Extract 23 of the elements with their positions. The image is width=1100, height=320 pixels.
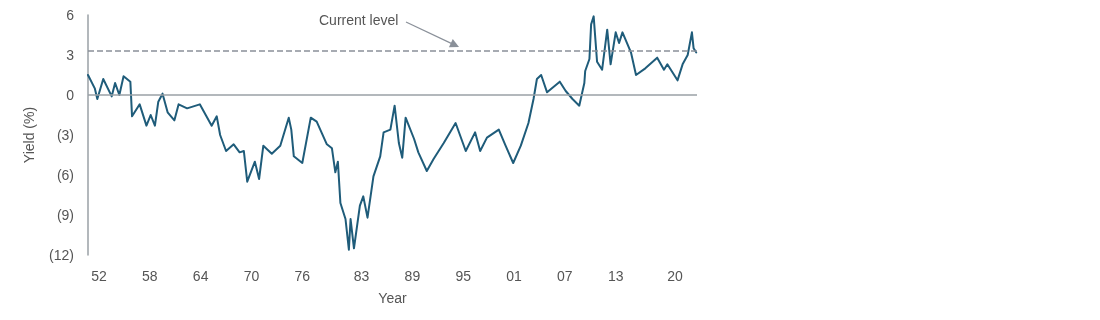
x-tick-label: 64	[192, 268, 209, 284]
annotation: Current level	[319, 12, 399, 28]
x-tick-label: 95	[455, 268, 472, 284]
y-tick-label: (12)	[49, 247, 74, 263]
x-tick-label: 70	[243, 268, 260, 284]
x-tick-label: 01	[506, 268, 523, 284]
x-tick-label: 20	[667, 268, 683, 284]
x-axis-title: Year	[378, 290, 407, 306]
y-tick-label: 0	[66, 87, 75, 103]
y-tick-label: (3)	[56, 127, 74, 143]
x-tick-label: 07	[557, 268, 573, 284]
y-axis-title: Yield (%)	[21, 106, 37, 164]
x-tick-label: 13	[607, 268, 624, 284]
x-tick-label: 58	[142, 268, 158, 284]
x-tick-label: 52	[91, 268, 108, 284]
y-tick-label: (6)	[56, 167, 74, 183]
x-tick-label: 83	[353, 268, 370, 284]
x-tick-label: 89	[404, 268, 421, 284]
x-tick-label: 76	[294, 268, 311, 284]
y-tick-label: (9)	[56, 207, 74, 223]
line-series	[87, 15, 698, 251]
y-tick-label: 6	[66, 7, 75, 23]
y-tick-label: 3	[66, 47, 75, 63]
